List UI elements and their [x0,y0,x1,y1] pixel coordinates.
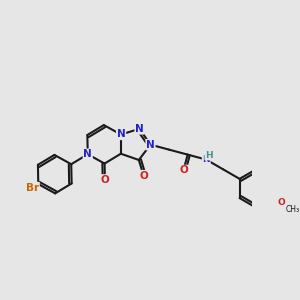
Text: CH₃: CH₃ [286,205,300,214]
Text: O: O [179,165,188,176]
Text: N: N [202,155,210,164]
Text: O: O [100,175,109,185]
Text: O: O [139,171,148,181]
Text: O: O [278,198,285,207]
Text: N: N [135,124,144,134]
Text: N: N [83,149,92,159]
Text: N: N [117,129,125,140]
Text: N: N [146,140,155,150]
Text: Br: Br [26,183,39,193]
Text: H: H [205,151,213,160]
